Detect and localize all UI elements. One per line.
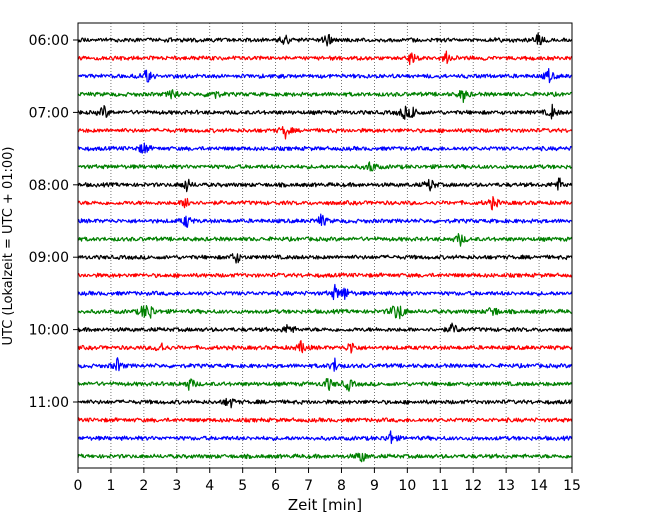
y-tick-label: 11:00 (29, 395, 69, 411)
x-tick-label: 7 (304, 478, 313, 494)
trace-1015 (77, 340, 573, 354)
y-axis: 06:00 07:00 08:00 09:00 10:00 11:00 (29, 33, 78, 411)
x-tick-label: 8 (337, 478, 346, 494)
trace-layer (77, 32, 573, 463)
trace-0845 (77, 233, 573, 247)
trace-0815 (77, 196, 573, 211)
trace-0930 (77, 283, 573, 301)
x-tick-label: 11 (431, 478, 449, 494)
trace-0915 (77, 272, 573, 279)
trace-1145 (77, 452, 573, 463)
x-tick-label: 4 (205, 478, 214, 494)
trace-0630 (77, 67, 573, 84)
y-tick-label: 08:00 (29, 178, 69, 194)
x-axis-label: Zeit [min] (288, 496, 362, 514)
trace-0700 (77, 103, 573, 120)
y-tick-label: 09:00 (29, 250, 69, 266)
trace-1030 (77, 357, 573, 372)
x-tick-label: 13 (497, 478, 515, 494)
x-tick-label: 0 (74, 478, 83, 494)
y-tick-label: 06:00 (29, 33, 69, 49)
x-tick-label: 14 (530, 478, 548, 494)
x-tick-label: 10 (398, 478, 416, 494)
x-tick-label: 2 (139, 478, 148, 494)
x-tick-label: 6 (271, 478, 280, 494)
trace-1130 (77, 430, 573, 445)
trace-0715 (77, 126, 573, 140)
y-axis-label: UTC (Lokalzeit = UTC + 01:00) (1, 147, 16, 346)
trace-0800 (77, 177, 573, 193)
trace-0745 (77, 161, 573, 172)
y-tick-label: 10:00 (29, 323, 69, 339)
trace-0830 (77, 213, 573, 228)
y-tick-label: 07:00 (29, 105, 69, 121)
grid-layer (110, 23, 540, 468)
trace-1000 (77, 322, 573, 333)
trace-1045 (77, 377, 573, 392)
x-tick-label: 15 (563, 478, 581, 494)
x-tick-label: 12 (464, 478, 482, 494)
trace-1100 (77, 397, 573, 409)
trace-0600 (77, 32, 573, 47)
x-tick-label: 3 (172, 478, 181, 494)
trace-0615 (77, 50, 573, 66)
trace-0945 (77, 304, 573, 320)
trace-1115 (77, 417, 573, 423)
trace-0900 (77, 253, 573, 264)
x-tick-label: 1 (106, 478, 115, 494)
trace-0730 (77, 142, 573, 154)
trace-0645 (77, 89, 573, 104)
x-tick-label: 9 (370, 478, 379, 494)
x-axis: 0 1 2 3 4 5 6 7 8 9 10 11 12 13 14 15 (74, 468, 581, 494)
plot-frame (77, 22, 573, 469)
x-tick-label: 5 (238, 478, 247, 494)
